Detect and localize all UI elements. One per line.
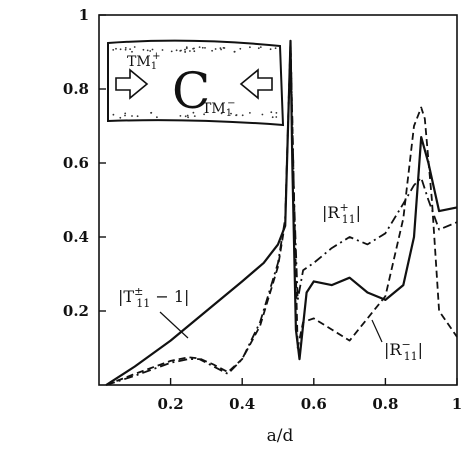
texture-dot [124, 47, 127, 49]
texture-dot [150, 111, 153, 114]
texture-dot [270, 111, 273, 114]
texture-dot [149, 50, 152, 52]
y-tick-label: 0.6 [63, 154, 89, 172]
incident-arrow-right-icon [239, 68, 273, 100]
texture-dot [233, 50, 236, 53]
texture-dot [186, 114, 189, 117]
texture-dot [249, 112, 251, 114]
texture-dot [211, 49, 214, 52]
texture-dot [223, 47, 226, 49]
waveguide-wall-texture [112, 46, 278, 119]
texture-dot [220, 112, 223, 115]
texture-dot [146, 49, 149, 52]
texture-dot [156, 116, 158, 119]
svg-text:TM1+: TM1+ [127, 51, 160, 72]
annotation-t11-leader [159, 311, 189, 339]
y-tick-label: 0.8 [63, 80, 89, 98]
texture-dot [269, 48, 272, 51]
texture-dot [112, 113, 115, 116]
texture-dot [257, 47, 260, 50]
texture-dot [112, 49, 115, 51]
texture-dot [136, 115, 139, 118]
texture-dot [124, 48, 127, 51]
annotation-t11: |T± 11 − 1| [118, 285, 189, 339]
texture-dot [115, 47, 117, 50]
texture-dot [220, 48, 223, 51]
texture-dot [214, 48, 217, 50]
annotation-r11-minus: |R− 11| [371, 319, 423, 363]
texture-dot [119, 48, 122, 51]
texture-dot [193, 50, 196, 53]
texture-dot [261, 113, 264, 116]
annotation-r11-minus-leader [371, 319, 383, 343]
texture-dot [170, 50, 173, 53]
texture-dot [185, 47, 188, 50]
texture-dot [241, 114, 244, 117]
texture-dot [204, 47, 206, 49]
texture-dot [275, 116, 278, 118]
texture-dot [271, 116, 274, 119]
texture-dot [239, 47, 242, 50]
y-tick-label: 0.2 [63, 302, 89, 320]
texture-dot [179, 115, 182, 117]
svg-text:|T±11 − 1|: |T± 11 − 1| [118, 285, 189, 310]
waveguide-shape [107, 39, 285, 127]
texture-dot [175, 49, 178, 52]
texture-dot [192, 111, 195, 114]
svg-text:TM1−: TM1− [202, 98, 235, 119]
texture-dot [249, 46, 251, 49]
texture-dot [129, 48, 132, 50]
obstacle-symbol: C [172, 62, 210, 120]
texture-dot [193, 115, 196, 117]
incident-arrow-left-icon [115, 68, 149, 100]
x-tick-label: 0.6 [301, 395, 327, 413]
plot-frame [98, 14, 458, 386]
texture-dot [275, 112, 278, 114]
texture-dot [259, 46, 262, 48]
texture-dot [192, 47, 195, 50]
waveguide-inset: TM1+ C TM1− [107, 39, 285, 127]
texture-dot [203, 113, 206, 116]
texture-dot [198, 46, 201, 48]
texture-dot [184, 51, 187, 53]
texture-dot [235, 114, 238, 116]
texture-dot [184, 115, 187, 118]
texture-dot [180, 49, 182, 52]
texture-dot [274, 47, 277, 50]
series-line-3 [105, 40, 458, 386]
texture-dot [119, 116, 122, 119]
series-layer [105, 39, 458, 386]
x-tick-label: 0.8 [372, 395, 398, 413]
texture-dot [142, 48, 145, 51]
x-tick-label: 0.4 [229, 395, 255, 413]
texture-dot [131, 115, 133, 117]
texture-dot [161, 49, 164, 51]
y-axis-ticks: 0.2 0.4 0.6 0.8 1 [63, 6, 106, 320]
y-tick-label: 1 [79, 6, 89, 24]
x-tick-label: 1 [452, 395, 462, 413]
svg-text:|R−11|: |R− 11| [384, 338, 423, 363]
texture-dot [230, 112, 232, 115]
svg-text:|R+11|: |R+ 11| [322, 201, 361, 226]
x-axis-ticks: 0.2 0.4 0.6 0.8 1 [158, 378, 462, 413]
x-axis-title: a/d [267, 426, 294, 446]
texture-dot [187, 116, 190, 119]
texture-dot [189, 50, 191, 52]
x-tick-label: 0.2 [158, 395, 184, 413]
annotation-r11-plus: |R+ 11| [322, 201, 361, 226]
texture-dot [201, 46, 204, 49]
texture-dot [131, 50, 133, 53]
texture-dot [124, 112, 127, 115]
texture-dot [133, 46, 136, 48]
texture-dot [184, 48, 186, 51]
texture-dot [219, 47, 222, 49]
y-tick-label: 0.4 [63, 228, 89, 246]
texture-dot [151, 48, 154, 51]
texture-dot [124, 114, 126, 117]
